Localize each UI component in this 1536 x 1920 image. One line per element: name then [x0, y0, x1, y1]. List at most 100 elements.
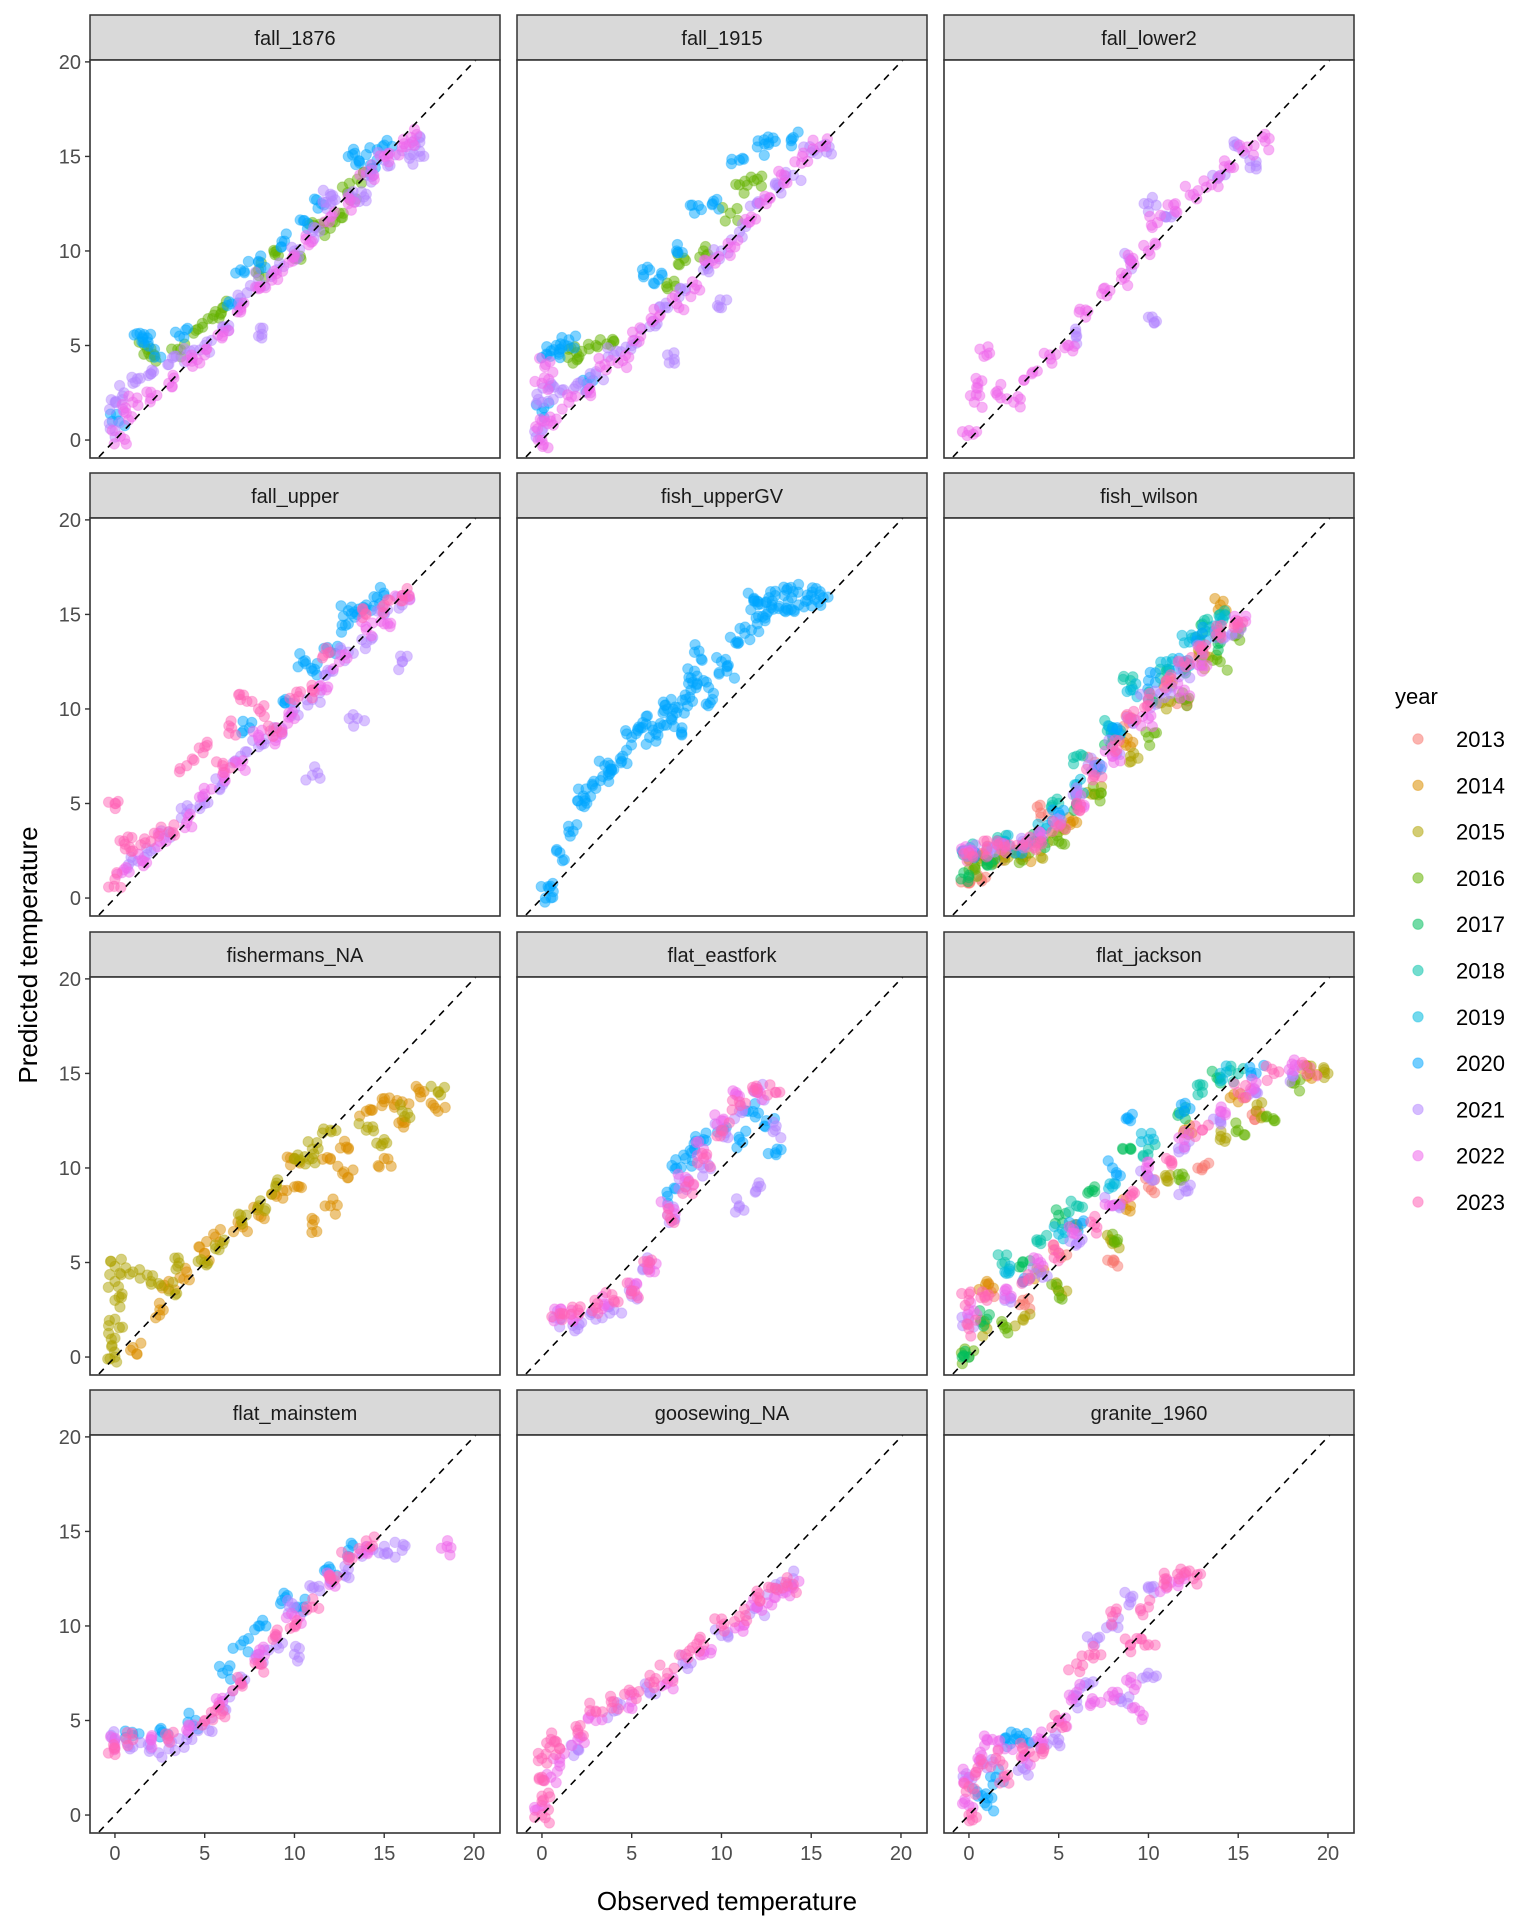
data-point	[1163, 671, 1176, 684]
y-tick-label: 5	[70, 1711, 81, 1733]
data-point	[1175, 1098, 1188, 1111]
x-tick-label: 0	[963, 1843, 974, 1865]
data-point	[112, 1280, 125, 1293]
data-point	[278, 235, 291, 247]
data-point	[1224, 1092, 1236, 1104]
data-point	[1198, 175, 1210, 187]
legend-item-2021: 2021	[1412, 1097, 1505, 1122]
data-point	[194, 357, 206, 369]
data-point	[303, 239, 315, 251]
data-point	[242, 1632, 255, 1645]
data-point	[543, 1817, 556, 1829]
data-point	[569, 330, 582, 342]
points-layer	[102, 1531, 457, 1763]
strip-background	[89, 931, 501, 978]
data-point	[1212, 180, 1224, 193]
y-tick-label: 5	[70, 1253, 81, 1275]
series-2015	[102, 1080, 451, 1368]
data-point	[299, 658, 312, 670]
data-point	[383, 147, 395, 160]
data-point	[1167, 199, 1180, 211]
data-point	[146, 1729, 158, 1742]
data-point	[1063, 1206, 1075, 1218]
data-point	[132, 399, 144, 412]
data-point	[584, 790, 597, 803]
data-point	[193, 791, 206, 803]
data-point	[1164, 1155, 1176, 1167]
data-point	[441, 1534, 454, 1547]
data-point	[129, 376, 142, 388]
data-point	[276, 265, 289, 277]
data-point	[210, 756, 223, 768]
data-point	[1088, 770, 1100, 783]
data-point	[155, 351, 167, 363]
data-point	[1189, 1130, 1202, 1143]
data-point	[313, 1580, 325, 1593]
data-point	[612, 1296, 624, 1308]
data-point	[116, 1321, 129, 1333]
data-point	[1049, 1709, 1061, 1721]
data-point	[672, 1168, 684, 1180]
legend-item-2020: 2020	[1412, 1051, 1505, 1076]
data-point	[806, 600, 818, 612]
strip-label: fall_1915	[681, 28, 762, 50]
data-point	[734, 622, 746, 635]
data-point	[1236, 616, 1249, 628]
data-point	[594, 774, 607, 787]
data-point	[169, 1252, 181, 1264]
data-point	[556, 1314, 568, 1326]
data-point	[726, 1104, 738, 1116]
data-point	[213, 1660, 226, 1673]
data-point	[115, 1253, 128, 1265]
data-point	[224, 1660, 236, 1672]
data-point	[219, 1711, 231, 1723]
data-point	[566, 1739, 578, 1752]
data-point	[647, 277, 660, 289]
data-point	[546, 1311, 558, 1323]
data-point	[145, 1278, 158, 1290]
data-point	[789, 156, 801, 168]
data-point	[675, 726, 688, 738]
panel-border	[943, 517, 1355, 917]
data-point	[978, 350, 990, 362]
data-point	[770, 1120, 782, 1132]
data-point	[1111, 1686, 1124, 1698]
legend-key-dot	[1412, 1196, 1424, 1208]
data-point	[625, 739, 638, 751]
data-point	[749, 1186, 762, 1198]
data-point	[201, 736, 213, 748]
data-point	[553, 1742, 566, 1755]
legend-key-dot	[1412, 1150, 1424, 1162]
data-point	[353, 157, 366, 169]
data-point	[977, 1330, 989, 1342]
data-point	[1000, 1283, 1012, 1295]
facet-panel-fall_lower2: fall_lower2	[943, 14, 1355, 459]
data-point	[235, 1215, 247, 1227]
data-point	[281, 1184, 293, 1197]
data-point	[1126, 1189, 1139, 1201]
data-point	[1000, 1249, 1013, 1261]
data-point	[1119, 1633, 1131, 1645]
data-point	[354, 169, 366, 181]
data-point	[547, 393, 559, 406]
data-point	[288, 251, 300, 263]
data-point	[1220, 1060, 1232, 1072]
data-point	[209, 1704, 222, 1717]
data-point	[324, 1570, 336, 1582]
data-point	[792, 126, 804, 138]
data-point	[648, 303, 660, 316]
data-point	[985, 859, 998, 871]
data-point	[1016, 1277, 1028, 1290]
data-point	[761, 1089, 774, 1101]
data-point	[1161, 1174, 1173, 1187]
data-point	[640, 710, 652, 723]
data-point	[377, 1138, 389, 1150]
legend-key-dot	[1412, 1057, 1424, 1069]
data-point	[123, 1268, 136, 1280]
data-point	[657, 696, 670, 708]
data-point	[654, 1659, 666, 1671]
facet-panel-fish_wilson: fish_wilson	[943, 472, 1355, 917]
data-point	[726, 1094, 739, 1107]
data-point	[825, 148, 838, 160]
x-tick-label: 10	[710, 1843, 732, 1865]
